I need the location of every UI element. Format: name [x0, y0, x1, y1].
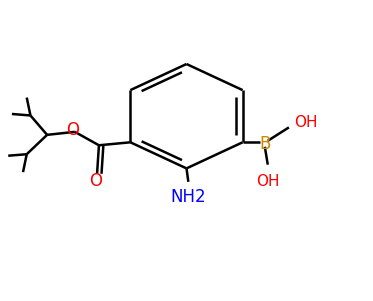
- Text: NH2: NH2: [170, 188, 206, 206]
- Text: OH: OH: [256, 174, 279, 189]
- Text: B: B: [259, 135, 270, 153]
- Text: O: O: [89, 172, 102, 190]
- Text: OH: OH: [294, 115, 318, 130]
- Text: O: O: [66, 121, 79, 139]
